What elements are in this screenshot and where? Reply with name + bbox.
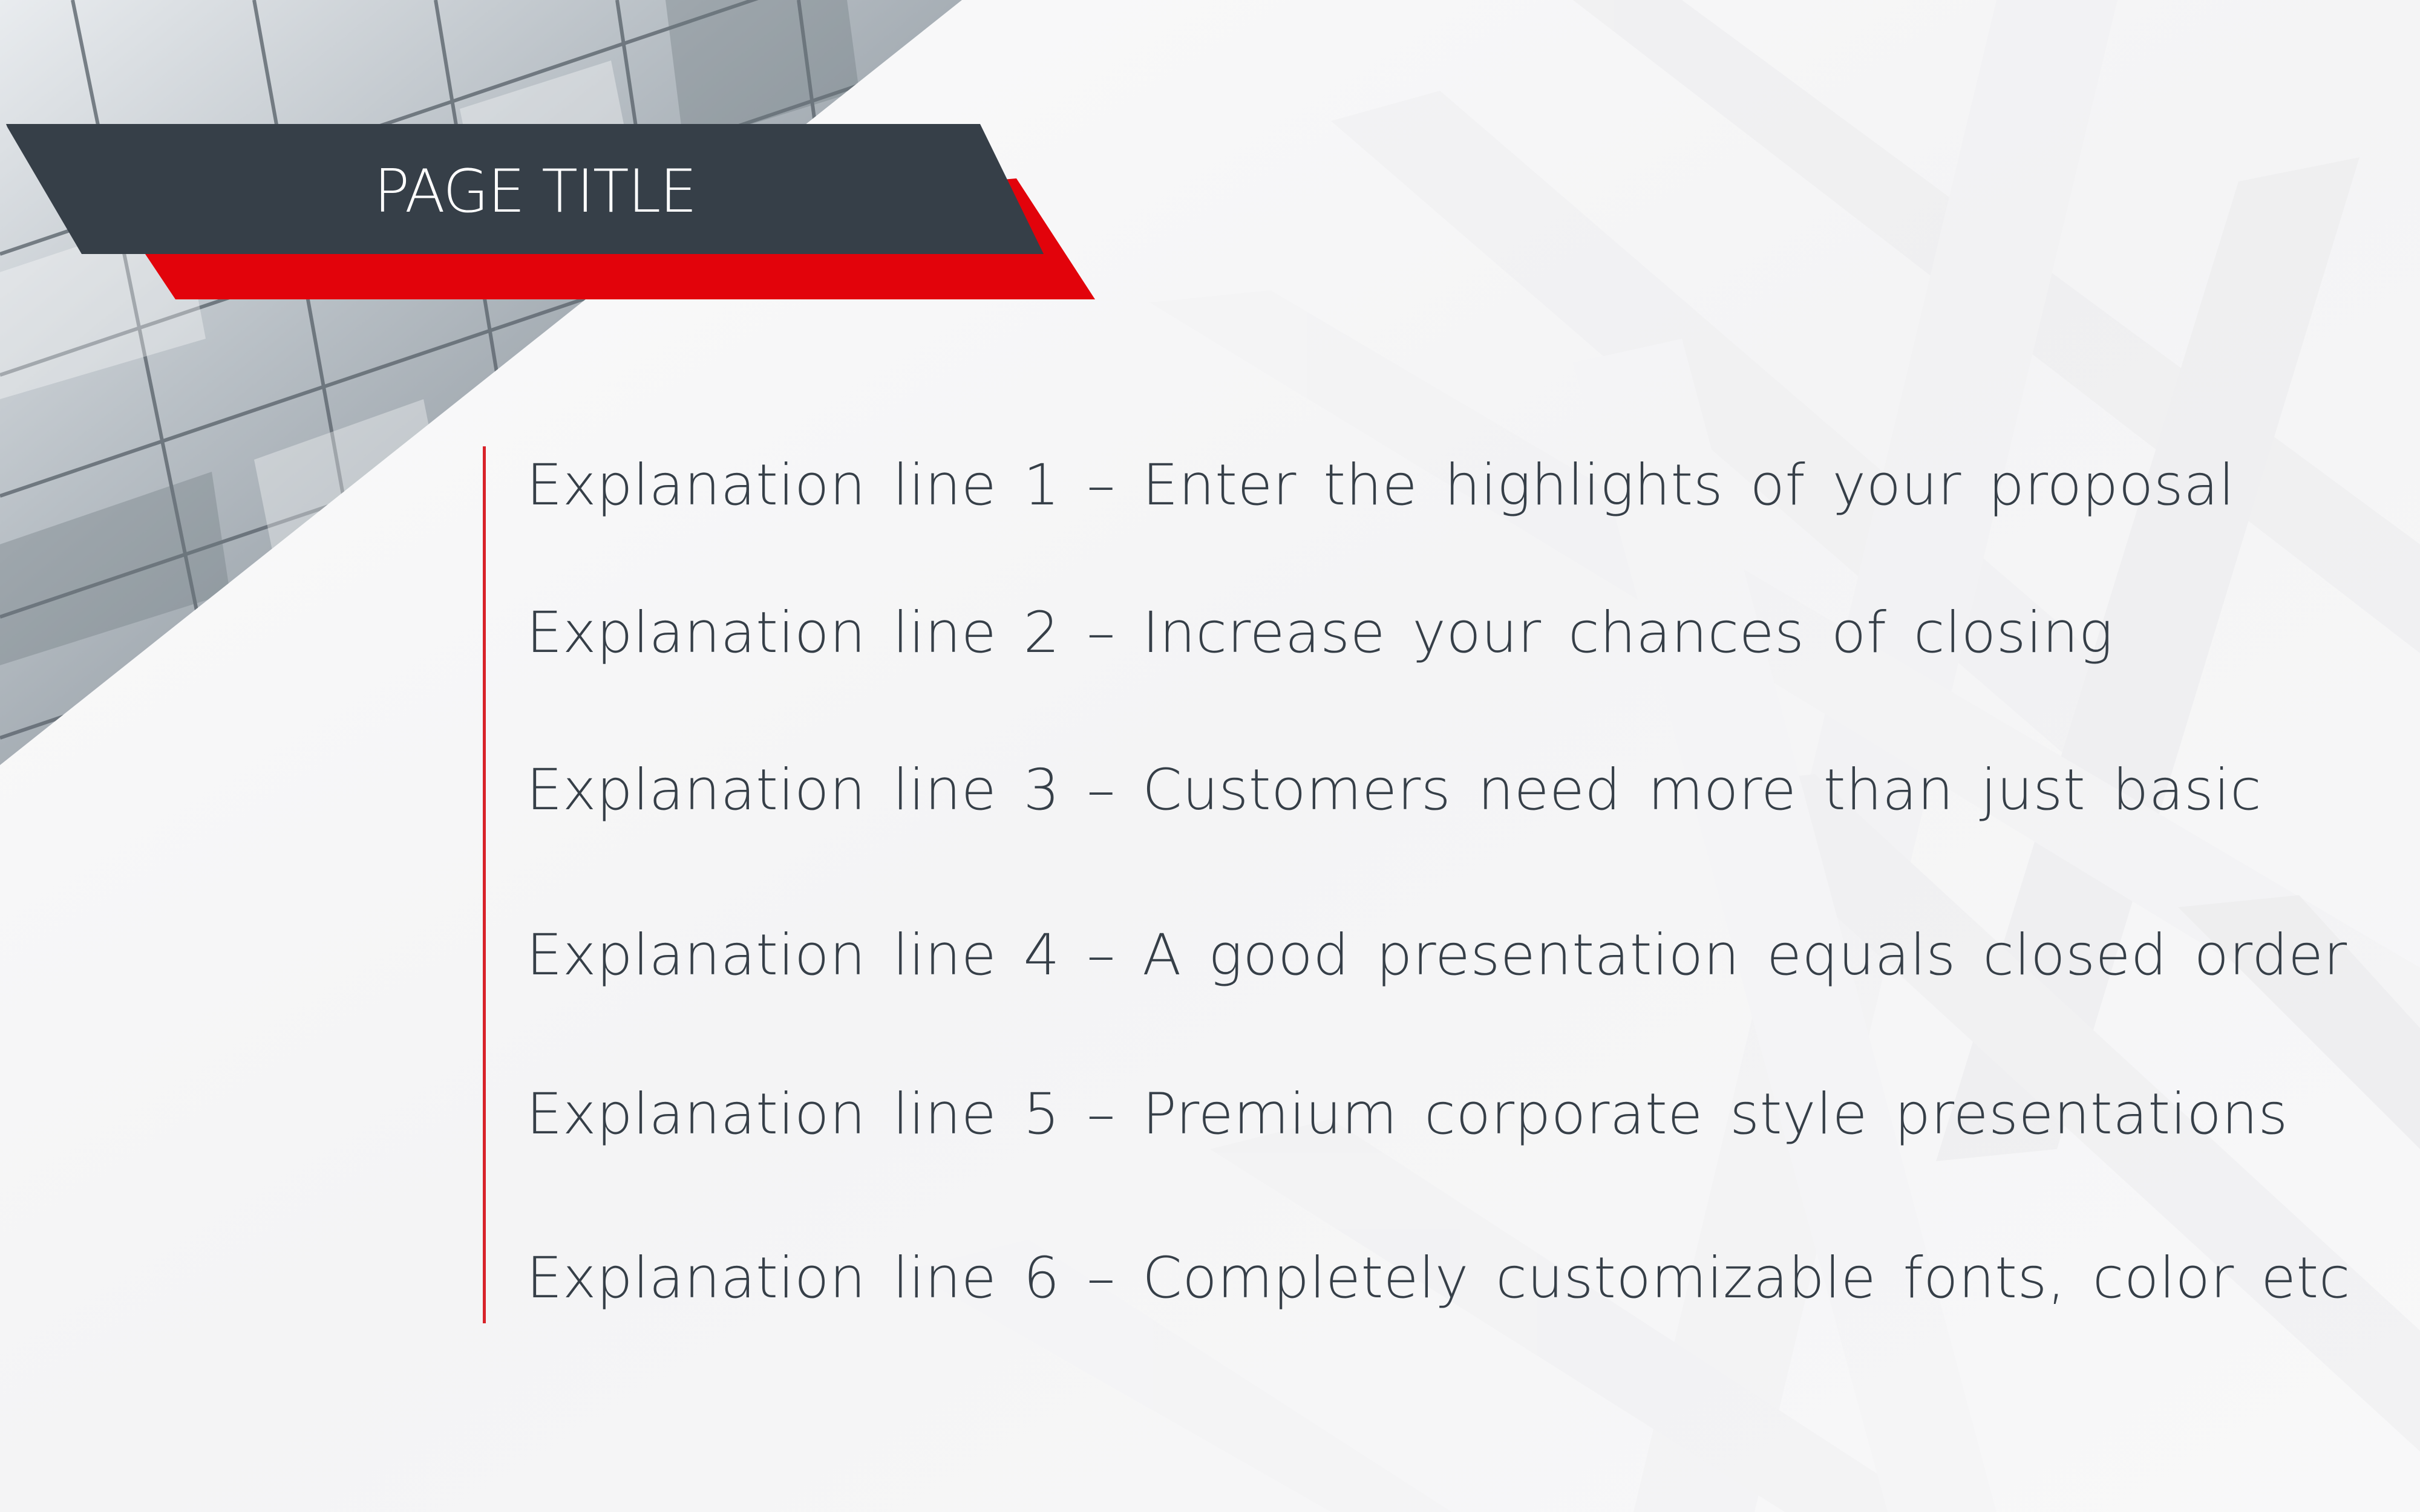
explanation-line-4: Explanation line 4 – A good presentation… (526, 922, 2347, 988)
explanation-line-3: Explanation line 3 – Customers need more… (526, 757, 2262, 823)
title-banner-dark (6, 124, 1044, 254)
explanation-line-6: Explanation line 6 – Completely customiz… (526, 1245, 2350, 1311)
background-beams (908, 0, 2420, 1512)
accent-divider (483, 446, 486, 1323)
explanation-line-1: Explanation line 1 – Enter the highlight… (526, 452, 2235, 518)
title-banner (6, 124, 1095, 299)
explanation-line-5: Explanation line 5 – Premium corporate s… (526, 1081, 2288, 1147)
explanation-line-2: Explanation line 2 – Increase your chanc… (526, 600, 2113, 666)
page-title: PAGE TITLE (374, 157, 697, 226)
